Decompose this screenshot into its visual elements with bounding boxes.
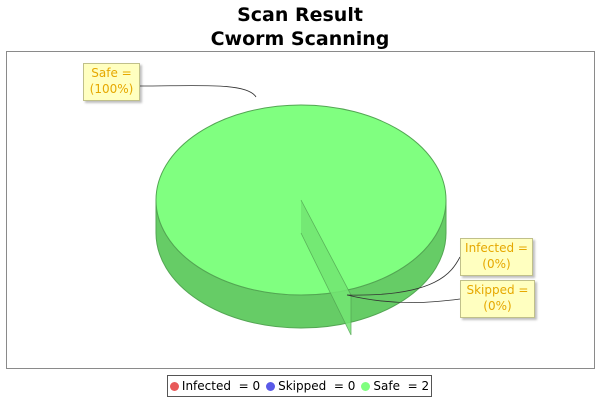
leader-line-skipped: [346, 294, 461, 304]
label-infected: Infected = (0%): [460, 238, 533, 276]
leader-line-infected: [346, 256, 461, 296]
legend-dot-safe: [361, 381, 371, 391]
legend-item-infected: Infected = 0: [169, 379, 261, 393]
legend-label-infected: Infected = 0: [181, 379, 261, 393]
pie-chart: [139, 85, 461, 336]
chart-subtitle: Cworm Scanning: [210, 28, 390, 50]
chart-title: Scan Result: [237, 4, 363, 26]
label-safe: Safe = (100%): [83, 63, 140, 101]
legend: Infected = 0 Skipped = 0 Safe = 2: [167, 375, 432, 397]
legend-label-skipped: Skipped = 0: [278, 379, 356, 393]
legend-item-skipped: Skipped = 0: [266, 379, 355, 393]
legend-item-safe: Safe = 2: [361, 379, 429, 393]
label-skipped: Skipped = (0%): [460, 280, 535, 318]
pie-slice-safe-seam: [300, 199, 352, 336]
plot-area: Safe = (100%) Infected = (0%) Skipped = …: [6, 51, 595, 369]
legend-dot-skipped: [266, 381, 276, 391]
leader-line-safe: [139, 85, 257, 98]
leader-lines: [139, 85, 461, 304]
pie-3d-body: [155, 104, 447, 336]
legend-label-safe: Safe = 2: [373, 379, 430, 393]
legend-dot-infected: [169, 381, 179, 391]
